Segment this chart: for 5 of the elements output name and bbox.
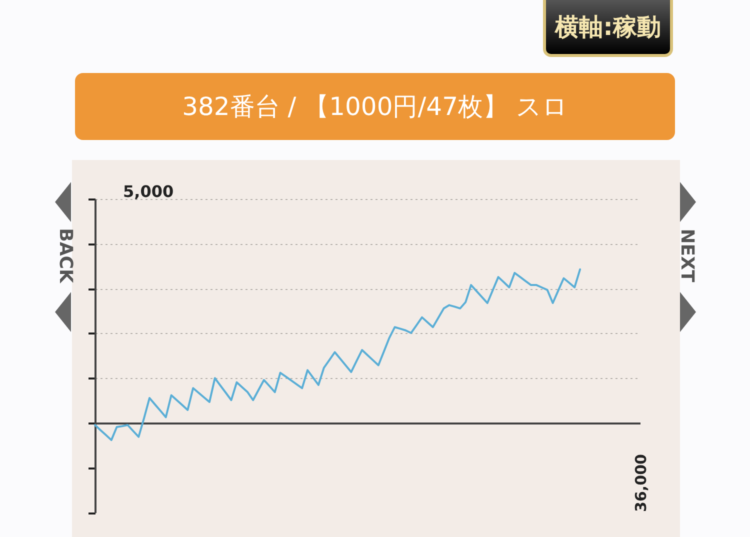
- text: 5,000: [123, 182, 174, 201]
- text: 36,000: [632, 454, 650, 512]
- text: BACK: [54, 228, 76, 283]
- chart-title: 382番台 / 【1000円/47枚】 スロ: [75, 73, 675, 140]
- text: NEXT: [676, 228, 698, 282]
